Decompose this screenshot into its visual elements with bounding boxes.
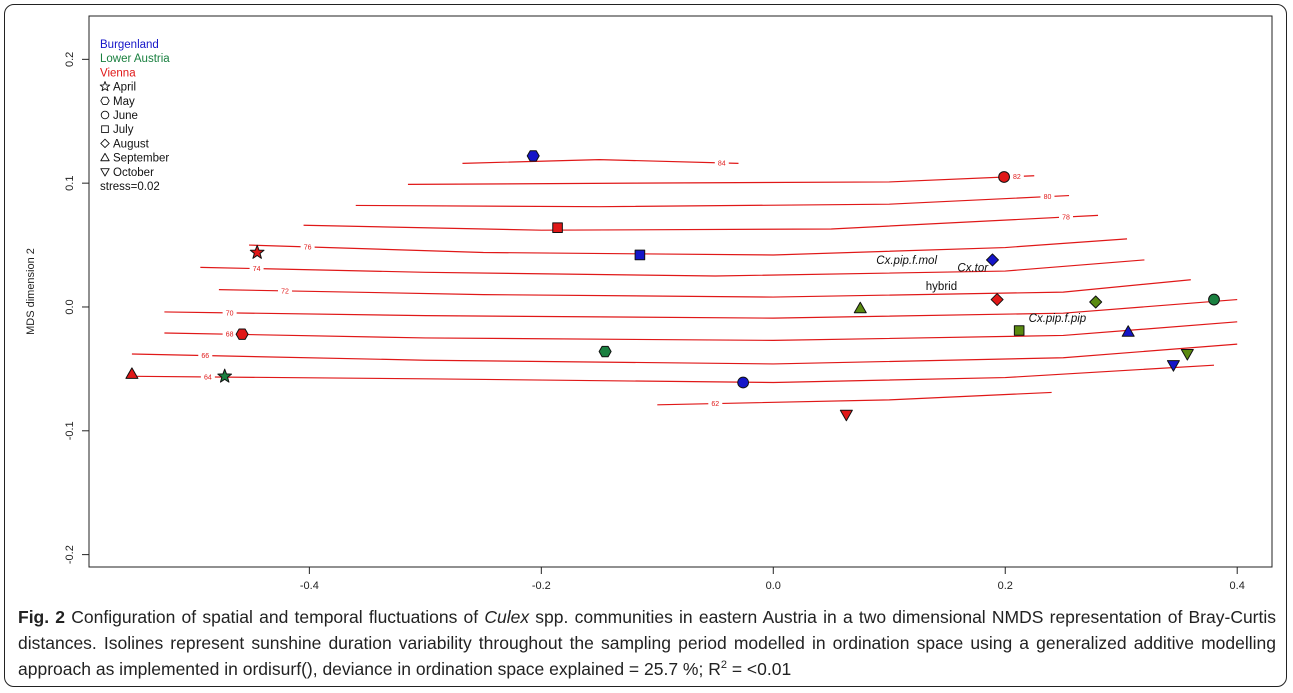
isoline-label: 66 xyxy=(201,353,209,360)
x-tick-label: -0.2 xyxy=(532,580,551,592)
isoline xyxy=(131,343,1238,365)
legend-symbol-hexagon xyxy=(100,96,110,105)
figure-caption: Fig. 2 Configuration of spatial and temp… xyxy=(18,604,1276,682)
legend-symbol-diamond xyxy=(100,138,110,149)
isoline-label-bg xyxy=(714,158,729,167)
data-point-triangle-down xyxy=(1166,360,1180,372)
isoline-label-bg xyxy=(708,399,723,408)
legend-month-label: August xyxy=(113,138,150,150)
isoline-label: 76 xyxy=(304,244,312,251)
legend-month-label: October xyxy=(113,167,154,179)
plot-box xyxy=(88,15,1273,568)
isoline xyxy=(200,259,1145,277)
data-point-circle xyxy=(737,376,750,389)
caption-italic: Culex xyxy=(484,607,530,627)
y-tick-label: 0.0 xyxy=(64,299,76,314)
nmds-plot: -0.4 -0.2 0.0 0.2 0.4 -0.2 -0.1 0.0 0.1 0.2 MDS di… xyxy=(25,15,1273,592)
data-point-star xyxy=(249,244,265,259)
isoline-label: 64 xyxy=(204,374,212,381)
caption-text-1: Configuration of spatial and temporal fl… xyxy=(65,607,485,627)
x-tick-label: -0.4 xyxy=(300,580,319,592)
caption-superscript: 2 xyxy=(720,659,727,672)
data-point-triangle-up xyxy=(853,301,867,314)
isoline xyxy=(164,321,1238,342)
isoline xyxy=(164,298,1238,319)
isoline-label-bg xyxy=(300,242,315,251)
legend-month-label: June xyxy=(113,110,138,122)
data-point-hexagon xyxy=(598,345,612,358)
x-tick-label: 0.0 xyxy=(766,580,781,592)
isoline-label-bg xyxy=(1040,192,1055,201)
isoline-label-bg xyxy=(200,372,215,381)
isoline-label: 68 xyxy=(226,332,234,339)
data-point-square xyxy=(1013,325,1025,336)
isoline-label-bg xyxy=(222,330,237,339)
data-point-triangle-up xyxy=(125,367,139,379)
isoline-label: 78 xyxy=(1062,214,1070,221)
caption-text-2: spp. communities in eastern Austria in a… xyxy=(18,607,1277,679)
data-point-diamond xyxy=(985,253,999,267)
caption-text-3: = <0.01 xyxy=(726,659,792,679)
data-point-square xyxy=(634,249,646,261)
y-tick-label: -0.2 xyxy=(64,545,76,564)
isoline-label: 70 xyxy=(226,310,234,317)
y-tick-label: -0.1 xyxy=(64,421,76,440)
species-label: Cx.pip.f.pip xyxy=(1029,313,1087,325)
legend-region-label: Lower Austria xyxy=(100,53,170,65)
isoline-label-bg xyxy=(1059,212,1074,221)
species-label: Cx.pip.f.mol xyxy=(876,255,937,267)
data-point-hexagon xyxy=(526,150,540,162)
isoline-label-bg xyxy=(198,351,213,360)
data-point-square xyxy=(552,222,563,234)
species-label: Cx.tor xyxy=(957,262,989,274)
isoline-label-bg xyxy=(278,286,293,295)
y-tick-label: 0.1 xyxy=(64,176,76,191)
isoline-label-bg xyxy=(249,264,264,273)
legend-region-label: Vienna xyxy=(100,67,136,79)
isoline-label: 84 xyxy=(718,160,726,167)
data-point-triangle-down xyxy=(839,409,853,422)
data-point-diamond xyxy=(990,293,1004,307)
isoline-label: 62 xyxy=(711,401,719,408)
isoline xyxy=(462,159,739,164)
species-label: hybrid xyxy=(926,281,957,293)
isoline xyxy=(135,364,1215,384)
legend-symbol-circle xyxy=(100,110,110,120)
data-point-star xyxy=(217,368,233,383)
data-point-hexagon xyxy=(235,328,249,340)
legend-symbol-star xyxy=(99,81,111,92)
legend-symbol-triangle-up xyxy=(100,152,110,162)
legend-region-label: Burgenland xyxy=(100,39,159,51)
x-tick-label: 0.2 xyxy=(998,580,1013,592)
data-point-diamond xyxy=(1089,295,1103,309)
isoline xyxy=(407,175,1035,185)
legend-symbol-square xyxy=(101,125,109,134)
legend-month-label: July xyxy=(113,124,134,136)
isoline xyxy=(249,238,1128,256)
isoline-label: 80 xyxy=(1044,194,1052,201)
isoline-label: 82 xyxy=(1013,174,1021,181)
x-tick-label: 0.4 xyxy=(1230,580,1245,592)
y-axis-label: MDS dimension 2 xyxy=(25,248,37,335)
isoline-label: 72 xyxy=(281,288,289,295)
isoline xyxy=(218,279,1191,298)
data-point-triangle-up xyxy=(1121,325,1135,337)
isoline-label: 74 xyxy=(253,266,261,273)
stress-label: stress=0.02 xyxy=(100,181,160,193)
legend-month-label: September xyxy=(113,153,169,165)
isoline xyxy=(303,214,1099,231)
isoline-label-bg xyxy=(222,308,237,317)
data-point-triangle-down xyxy=(1180,349,1194,361)
isoline-label-bg xyxy=(1009,172,1024,181)
figure-frame: -0.4 -0.2 0.0 0.2 0.4 -0.2 -0.1 0.0 0.1 0.2 MDS di… xyxy=(4,4,1287,687)
y-tick-label: 0.2 xyxy=(64,52,76,67)
data-point-circle xyxy=(1208,293,1220,306)
caption-label: Fig. 2 xyxy=(18,607,66,627)
legend-symbol-triangle-down xyxy=(100,168,110,177)
legend-month-label: May xyxy=(113,96,135,108)
isoline xyxy=(355,194,1070,208)
data-point-circle xyxy=(998,171,1010,183)
legend-month-label: April xyxy=(113,82,136,94)
isoline xyxy=(657,391,1052,406)
